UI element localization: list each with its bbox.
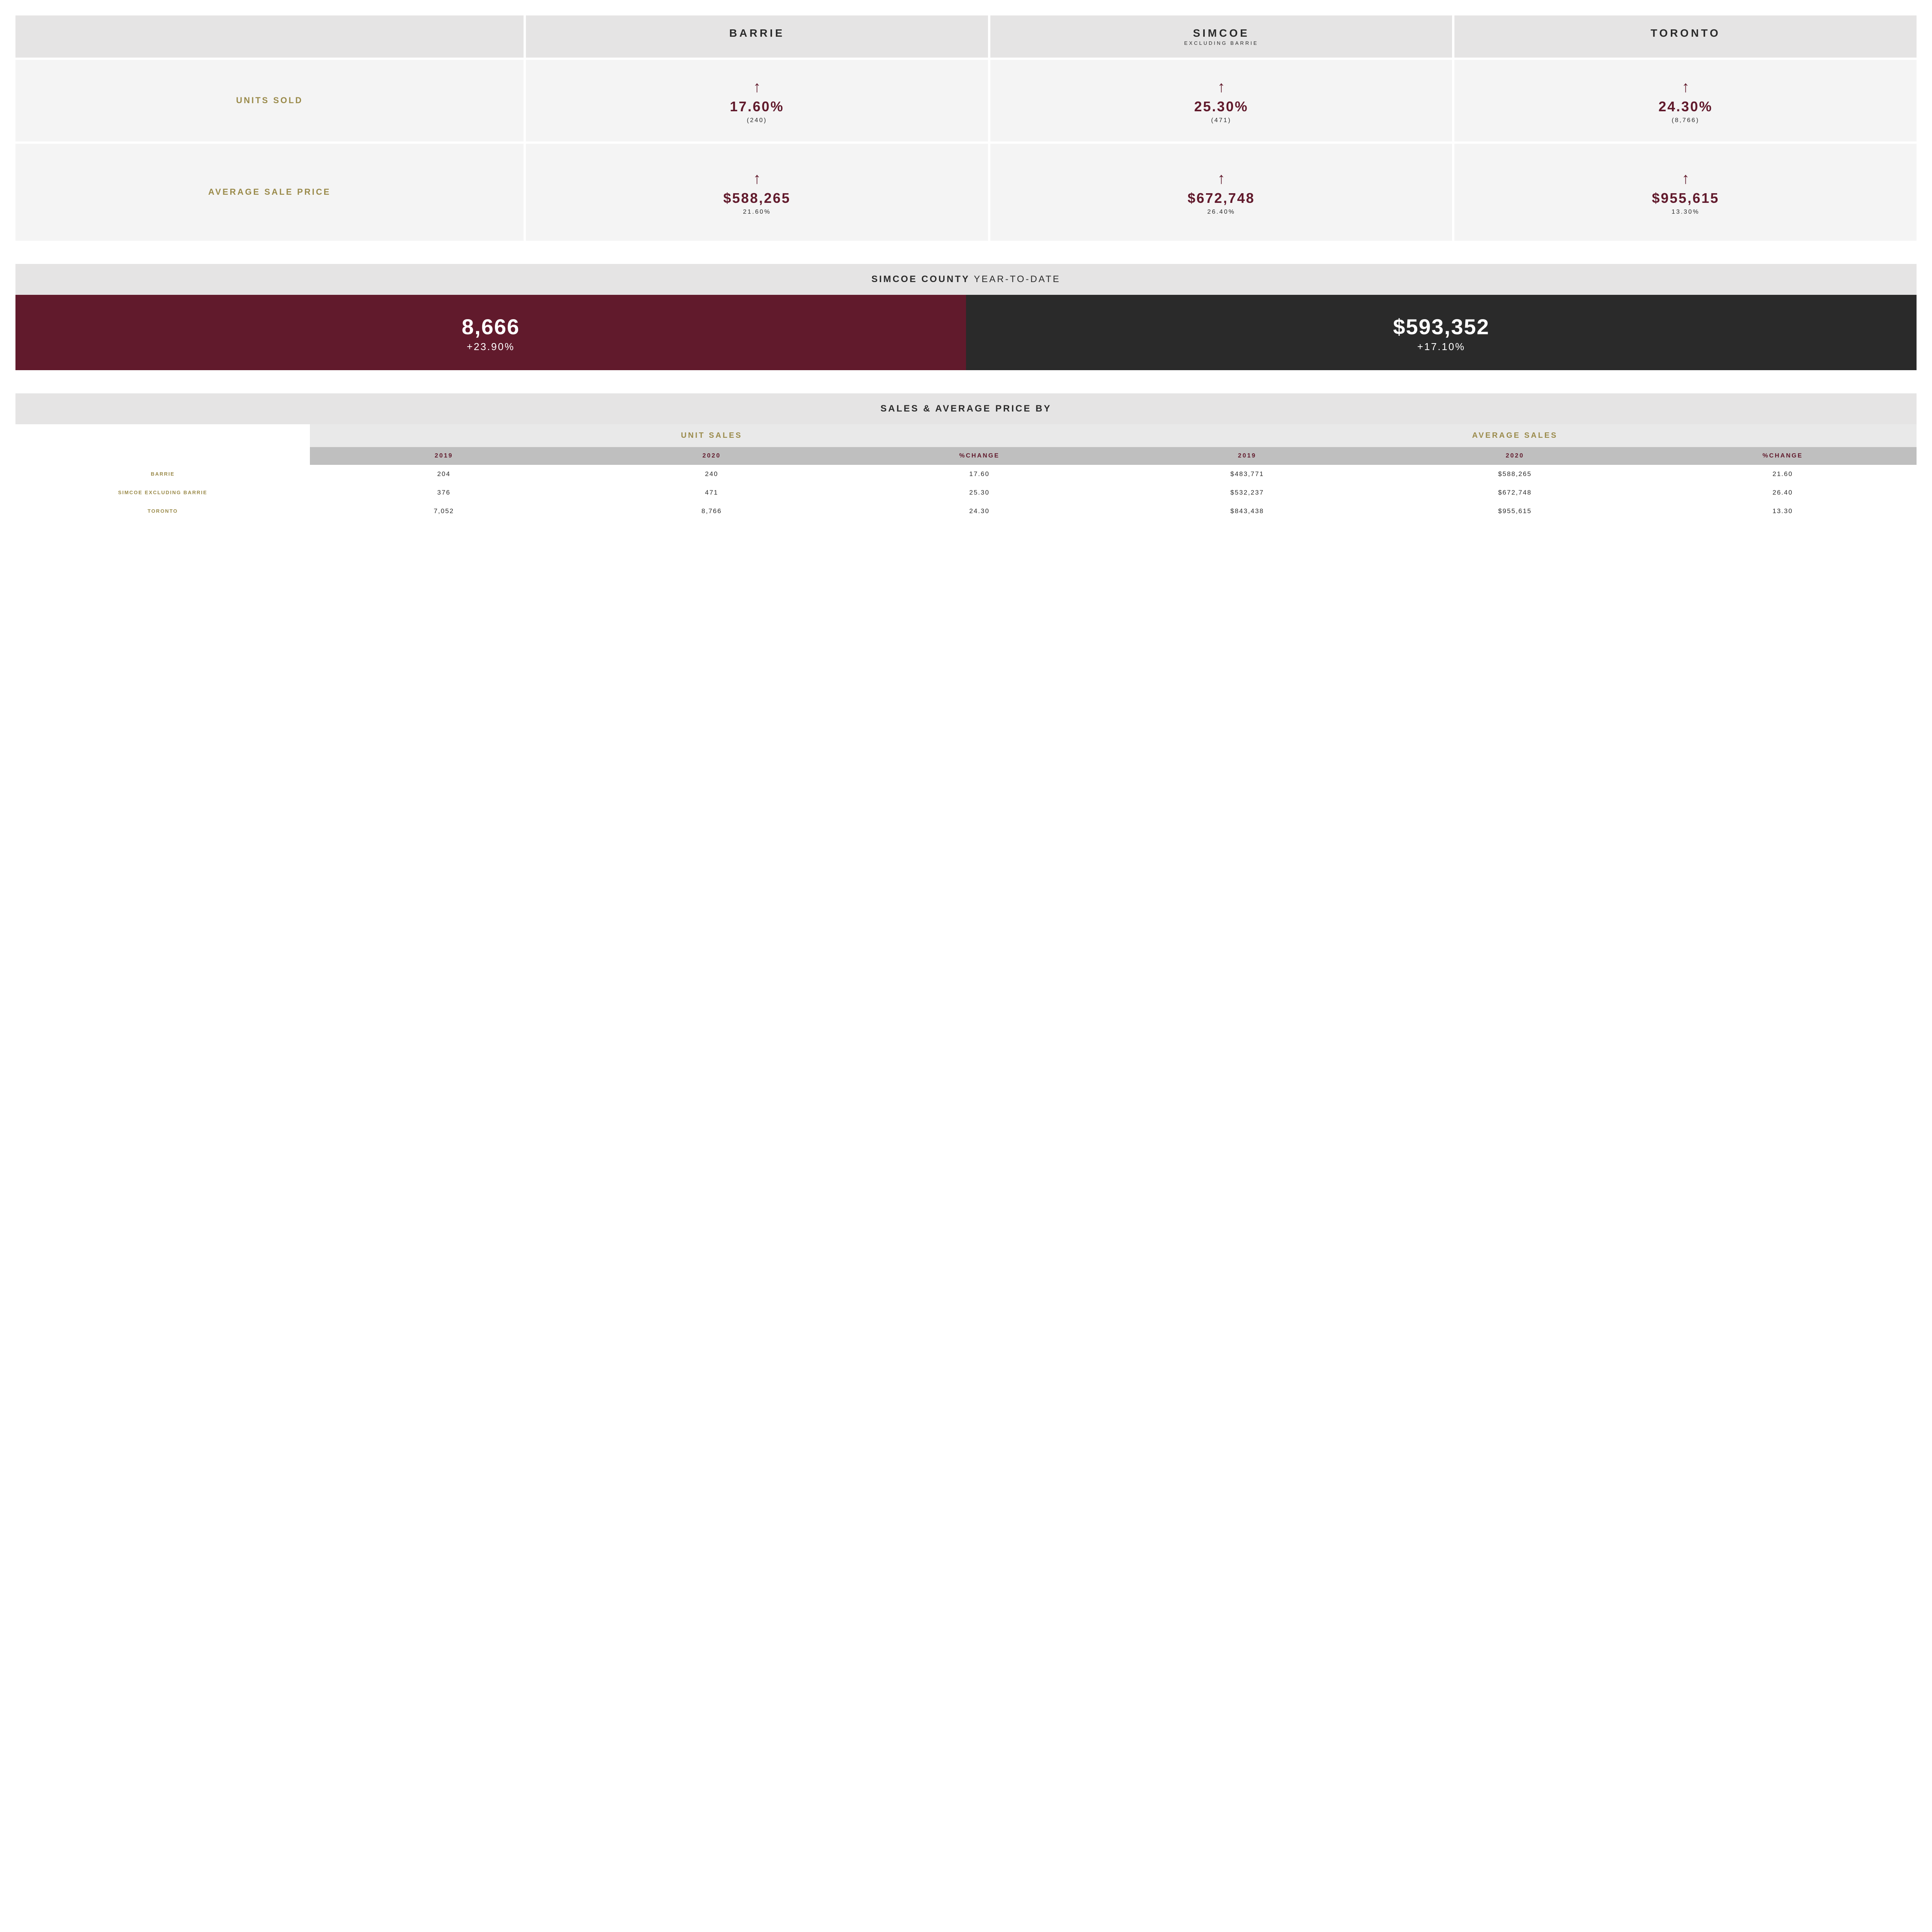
ytd-banner: SIMCOE COUNTY YEAR-TO-DATE 8,666 +23.90%… <box>15 264 1917 370</box>
row-simcoe: SIMCOE EXCLUDING BARRIE <box>15 483 310 502</box>
row-label-text: UNITS SOLD <box>236 95 303 107</box>
arrow-up-icon: ↑ <box>994 79 1449 95</box>
arrow-up-icon: ↑ <box>994 171 1449 186</box>
header-simcoe: SIMCOE EXCLUDING BARRIE <box>990 15 1452 58</box>
ytd-panel-units: 8,666 +23.90% <box>15 295 966 370</box>
cell: 7,052 <box>310 502 578 520</box>
ytd-value: $593,352 <box>974 314 1909 339</box>
sales-table: SALES & AVERAGE PRICE BY UNIT SALES AVER… <box>15 393 1917 520</box>
cell: 17.60 <box>845 465 1113 483</box>
ytd-title-light: YEAR-TO-DATE <box>970 274 1061 284</box>
ytd-title: SIMCOE COUNTY YEAR-TO-DATE <box>15 264 1917 295</box>
ytd-panel-price: $593,352 +17.10% <box>966 295 1917 370</box>
cell: 471 <box>578 483 845 502</box>
cell-price-simcoe: ↑ $672,748 26.40% <box>990 144 1452 241</box>
cell: 21.60 <box>1649 465 1917 483</box>
cell: 26.40 <box>1649 483 1917 502</box>
col-2020: 2020 <box>1381 447 1649 465</box>
arrow-up-icon: ↑ <box>530 171 984 186</box>
value-main: 25.30% <box>994 99 1449 115</box>
row-label: TORONTO <box>148 508 178 515</box>
arrow-up-icon: ↑ <box>1458 171 1913 186</box>
row-toronto: TORONTO <box>15 502 310 520</box>
value-sub: (471) <box>994 117 1449 124</box>
header-barrie: BARRIE <box>526 15 988 58</box>
value-sub: (8,766) <box>1458 117 1913 124</box>
ytd-change: +23.90% <box>23 341 958 353</box>
cell: 8,766 <box>578 502 845 520</box>
cell-units-toronto: ↑ 24.30% (8,766) <box>1454 60 1917 141</box>
group-average-sales: AVERAGE SALES <box>1113 424 1917 447</box>
ytd-title-bold: SIMCOE COUNTY <box>871 274 970 284</box>
row-label-avg-price: AVERAGE SALE PRICE <box>15 144 524 241</box>
cell-price-barrie: ↑ $588,265 21.60% <box>526 144 988 241</box>
col-2019: 2019 <box>1113 447 1381 465</box>
col-change: %CHANGE <box>1649 447 1917 465</box>
arrow-up-icon: ↑ <box>530 79 984 95</box>
col-2019: 2019 <box>310 447 578 465</box>
cell: 24.30 <box>845 502 1113 520</box>
arrow-up-icon: ↑ <box>1458 79 1913 95</box>
cell: 25.30 <box>845 483 1113 502</box>
value-main: $588,265 <box>530 190 984 206</box>
table-title: SALES & AVERAGE PRICE BY <box>15 393 1917 424</box>
table-corner <box>15 424 310 447</box>
value-sub: 21.60% <box>530 209 984 216</box>
ytd-value: 8,666 <box>23 314 958 339</box>
value-main: 24.30% <box>1458 99 1913 115</box>
header-toronto: TORONTO <box>1454 15 1917 58</box>
cell: $672,748 <box>1381 483 1649 502</box>
value-sub: 13.30% <box>1458 209 1913 216</box>
value-sub: 26.40% <box>994 209 1449 216</box>
cell: 240 <box>578 465 845 483</box>
ytd-change: +17.10% <box>974 341 1909 353</box>
cell: 13.30 <box>1649 502 1917 520</box>
group-unit-sales: UNIT SALES <box>310 424 1113 447</box>
row-label: BARRIE <box>151 471 175 478</box>
value-main: $672,748 <box>994 190 1449 206</box>
value-main: $955,615 <box>1458 190 1913 206</box>
header-title: SIMCOE <box>995 27 1448 39</box>
table-corner <box>15 447 310 465</box>
cell: $532,237 <box>1113 483 1381 502</box>
value-sub: (240) <box>530 117 984 124</box>
cell: 204 <box>310 465 578 483</box>
row-label-units-sold: UNITS SOLD <box>15 60 524 141</box>
comparison-grid: BARRIE SIMCOE EXCLUDING BARRIE TORONTO U… <box>15 15 1917 241</box>
value-main: 17.60% <box>530 99 984 115</box>
row-barrie: BARRIE <box>15 465 310 483</box>
row-label-text: AVERAGE SALE PRICE <box>208 186 331 198</box>
cell: $588,265 <box>1381 465 1649 483</box>
cell-units-barrie: ↑ 17.60% (240) <box>526 60 988 141</box>
col-2020: 2020 <box>578 447 845 465</box>
header-title: BARRIE <box>531 27 983 39</box>
cell: $955,615 <box>1381 502 1649 520</box>
cell: $483,771 <box>1113 465 1381 483</box>
header-title: TORONTO <box>1459 27 1912 39</box>
row-label: SIMCOE EXCLUDING BARRIE <box>118 490 207 496</box>
cell: $843,438 <box>1113 502 1381 520</box>
header-subtitle: EXCLUDING BARRIE <box>995 40 1448 46</box>
cell-price-toronto: ↑ $955,615 13.30% <box>1454 144 1917 241</box>
col-change: %CHANGE <box>845 447 1113 465</box>
header-empty <box>15 15 524 58</box>
cell: 376 <box>310 483 578 502</box>
cell-units-simcoe: ↑ 25.30% (471) <box>990 60 1452 141</box>
